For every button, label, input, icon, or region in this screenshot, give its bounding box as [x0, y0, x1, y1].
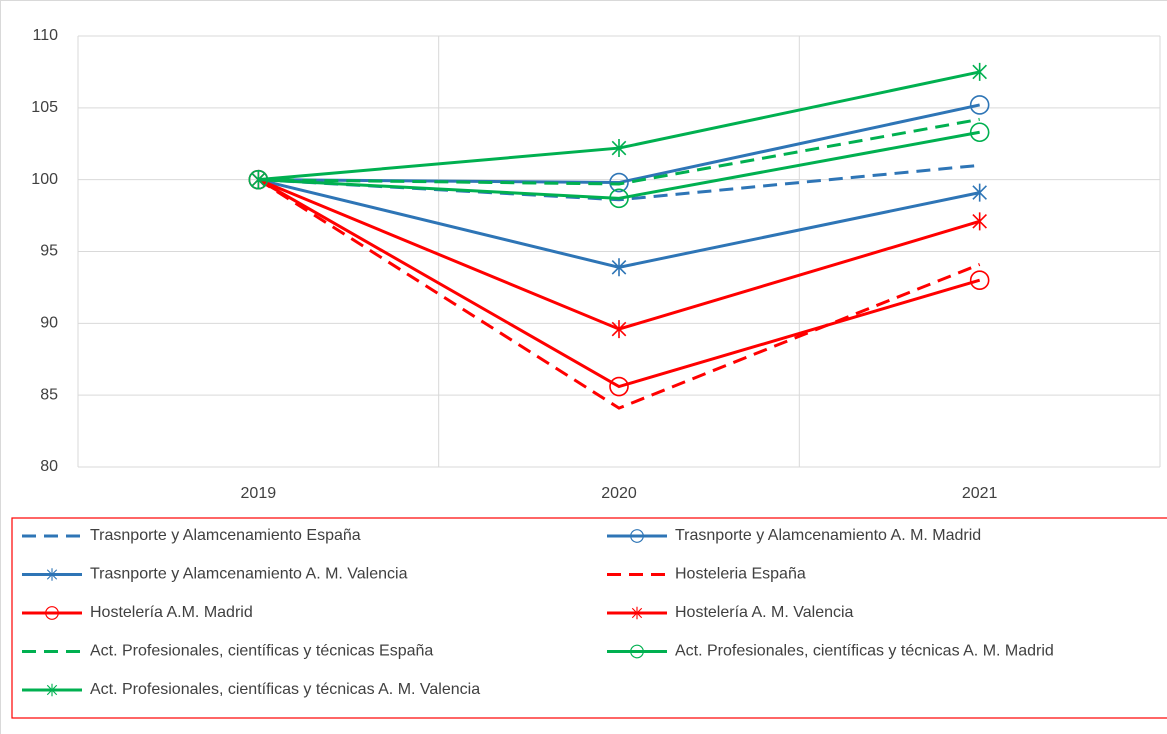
legend-label: Act. Profesionales, científicas y técnic… — [90, 681, 480, 698]
y-tick-label: 100 — [31, 171, 58, 188]
legend-box — [11, 517, 1167, 719]
data-point — [609, 376, 629, 397]
data-point — [972, 183, 987, 202]
y-tick-label: 85 — [40, 386, 58, 403]
legend-marker — [631, 606, 643, 620]
series-line — [258, 70, 980, 182]
y-tick-label: 110 — [32, 27, 58, 44]
series-line — [257, 178, 981, 410]
legend-label: Trasnporte y Alamcenamiento España — [90, 527, 361, 544]
data-point — [611, 139, 627, 158]
legend-label: Hosteleria España — [675, 566, 806, 583]
legend-marker — [630, 529, 644, 543]
x-tick-label: 2020 — [601, 485, 637, 502]
y-tick-label: 95 — [40, 243, 58, 260]
y-tick-label: 90 — [40, 315, 58, 332]
legend-marker — [46, 683, 58, 697]
legend-label: Trasnporte y Alamcenamiento A. M. Madrid — [675, 527, 981, 544]
series-line — [258, 117, 980, 186]
series-line — [257, 178, 981, 331]
data-point — [609, 172, 629, 193]
data-point — [969, 95, 990, 115]
legend-label: Hostelería A.M. Madrid — [90, 604, 253, 621]
legend-label: Act. Profesionales, científicas y técnic… — [90, 643, 433, 660]
legend-label: Hostelería A. M. Valencia — [675, 604, 854, 621]
legend-label: Trasnporte y Alamcenamiento A. M. Valenc… — [90, 566, 408, 583]
legend-marker — [630, 644, 644, 659]
data-point — [611, 258, 627, 277]
data-point — [969, 122, 990, 143]
legend-marker — [46, 568, 58, 581]
data-point — [972, 62, 987, 81]
x-tick-label: 2021 — [962, 485, 998, 502]
y-tick-label: 80 — [40, 458, 58, 475]
data-point — [611, 320, 627, 339]
data-point — [972, 212, 987, 231]
x-tick-label: 2019 — [241, 485, 277, 502]
legend-label: Act. Profesionales, científicas y técnic… — [675, 643, 1054, 660]
data-point — [609, 188, 629, 209]
legend-marker — [45, 606, 59, 620]
series-line — [257, 178, 981, 389]
data-point — [969, 270, 990, 291]
series-line — [258, 130, 980, 200]
data-point — [251, 170, 266, 189]
y-tick-label: 105 — [31, 99, 58, 116]
